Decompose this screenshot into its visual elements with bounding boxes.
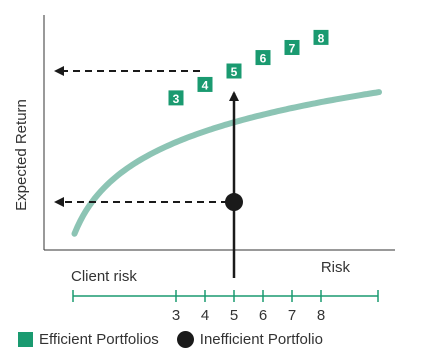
efficient-portfolio-marker-8 (313, 29, 329, 45)
risk-scale-tick-label-3: 3 (172, 307, 180, 324)
risk-scale: 3 4 5 6 7 8 (72, 290, 379, 324)
axes (43, 15, 395, 251)
efficient-swatch (18, 331, 33, 347)
y-axis-label: Expected Return (13, 99, 30, 211)
efficient-portfolio-label-5: 5 (231, 65, 238, 79)
legend-inefficient-label: Inefficient Portfolio (199, 330, 323, 348)
efficient-portfolio-label-8: 8 (318, 31, 325, 45)
risk-scale-tick-label-6: 6 (259, 307, 267, 324)
legend-item-efficient: Efficient Portfolios (18, 331, 159, 348)
efficient-portfolio-label-6: 6 (260, 52, 267, 66)
client-risk-label: Client risk (71, 268, 137, 285)
inefficient-swatch (176, 330, 194, 348)
risk-scale-tick-label-7: 7 (288, 307, 296, 324)
efficient-frontier-curve (71, 89, 382, 237)
risk-scale-tick-label-8: 8 (317, 307, 325, 324)
efficient-portfolio-marker-6 (255, 50, 271, 66)
legend-item-inefficient: Inefficient Portfolio (176, 330, 323, 348)
legend-efficient-label: Efficient Portfolios (39, 330, 159, 348)
x-axis-label: Risk (321, 259, 351, 276)
efficient-portfolio-marker-4 (197, 76, 213, 92)
efficient-portfolio-marker-5 (226, 63, 242, 79)
efficient-portfolio-label-3: 3 (173, 92, 180, 106)
legend: Efficient Portfolios Inefficient Portfol… (18, 330, 341, 348)
efficient-portfolio-marker-3 (168, 90, 184, 106)
inefficient-portfolio-marker (225, 193, 243, 212)
efficient-portfolio-marker-7 (284, 39, 300, 55)
efficient-portfolio-label-7: 7 (289, 41, 296, 55)
risk-scale-tick-label-5: 5 (230, 307, 238, 324)
risk-scale-tick-label-4: 4 (201, 307, 209, 324)
efficient-portfolio-label-4: 4 (202, 78, 209, 92)
portfolio-markers: 3 4 5 6 7 8 (168, 29, 329, 212)
guide-arrows (54, 66, 239, 278)
